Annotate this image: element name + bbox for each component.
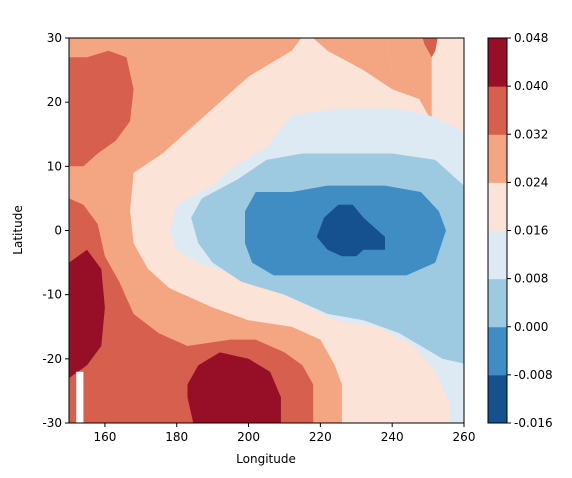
x-tick-label: 220 — [309, 430, 332, 444]
y-tick-label: 0 — [54, 224, 62, 238]
y-tick-label: -10 — [42, 288, 62, 302]
x-tick-label: 240 — [381, 430, 404, 444]
colorbar: -0.016 -0.008 0.000 0.008 0.016 0.024 0.032 0.0… — [487, 31, 553, 430]
colorbar-swatch — [488, 38, 507, 87]
colorbar-tick-label: 0.000 — [514, 320, 548, 334]
x-tick-label: 200 — [237, 430, 260, 444]
colorbar-tick-label: 0.016 — [514, 224, 548, 238]
colorbar-tick-label: 0.032 — [514, 127, 548, 141]
colorbar-swatch — [488, 86, 507, 135]
colorbar-swatch — [488, 182, 507, 232]
contour-band-0.040-0.048-south — [187, 352, 281, 423]
masked-gap-southwest — [76, 371, 84, 423]
x-tick-label: 160 — [93, 430, 116, 444]
colorbar-tick-label: -0.008 — [514, 368, 553, 382]
y-tick-label: -30 — [42, 416, 62, 430]
colorbar-swatch — [488, 134, 507, 183]
plot-area — [69, 38, 464, 423]
colorbar-swatch — [488, 326, 507, 376]
y-tick-label: -20 — [42, 352, 62, 366]
contour-band-0.040-0.048-west — [69, 249, 105, 379]
contour-band-neg0.016-neg0.008 — [316, 204, 385, 257]
colorbar-tick-label: 0.048 — [514, 31, 548, 45]
colorbar-swatch — [488, 230, 507, 280]
y-tick-label: 10 — [47, 159, 62, 173]
y-tick-label: 20 — [47, 95, 62, 109]
x-axis-label: Longitude — [236, 452, 296, 466]
colorbar-tick-label: -0.016 — [514, 416, 553, 430]
y-tick-label: 30 — [47, 31, 62, 45]
x-tick-label: 260 — [453, 430, 476, 444]
colorbar-tick-label: 0.008 — [514, 272, 548, 286]
contour-band-0.032-0.040-northwest — [69, 50, 134, 167]
colorbar-tick-label: 0.040 — [514, 79, 548, 93]
colorbar-swatch — [488, 278, 507, 328]
y-axis: -30 -20 -10 0 10 20 30 — [42, 31, 69, 430]
x-tick-label: 180 — [165, 430, 188, 444]
colorbar-swatch — [488, 374, 507, 424]
contour-band-0.024-0.032-nne — [386, 38, 432, 122]
contour-band-0.032-0.040-northeast — [422, 38, 438, 58]
y-axis-label: Latitude — [11, 205, 25, 254]
colorbar-tick-label: 0.024 — [514, 175, 548, 189]
x-axis: 160 180 200 220 240 260 — [93, 423, 475, 444]
